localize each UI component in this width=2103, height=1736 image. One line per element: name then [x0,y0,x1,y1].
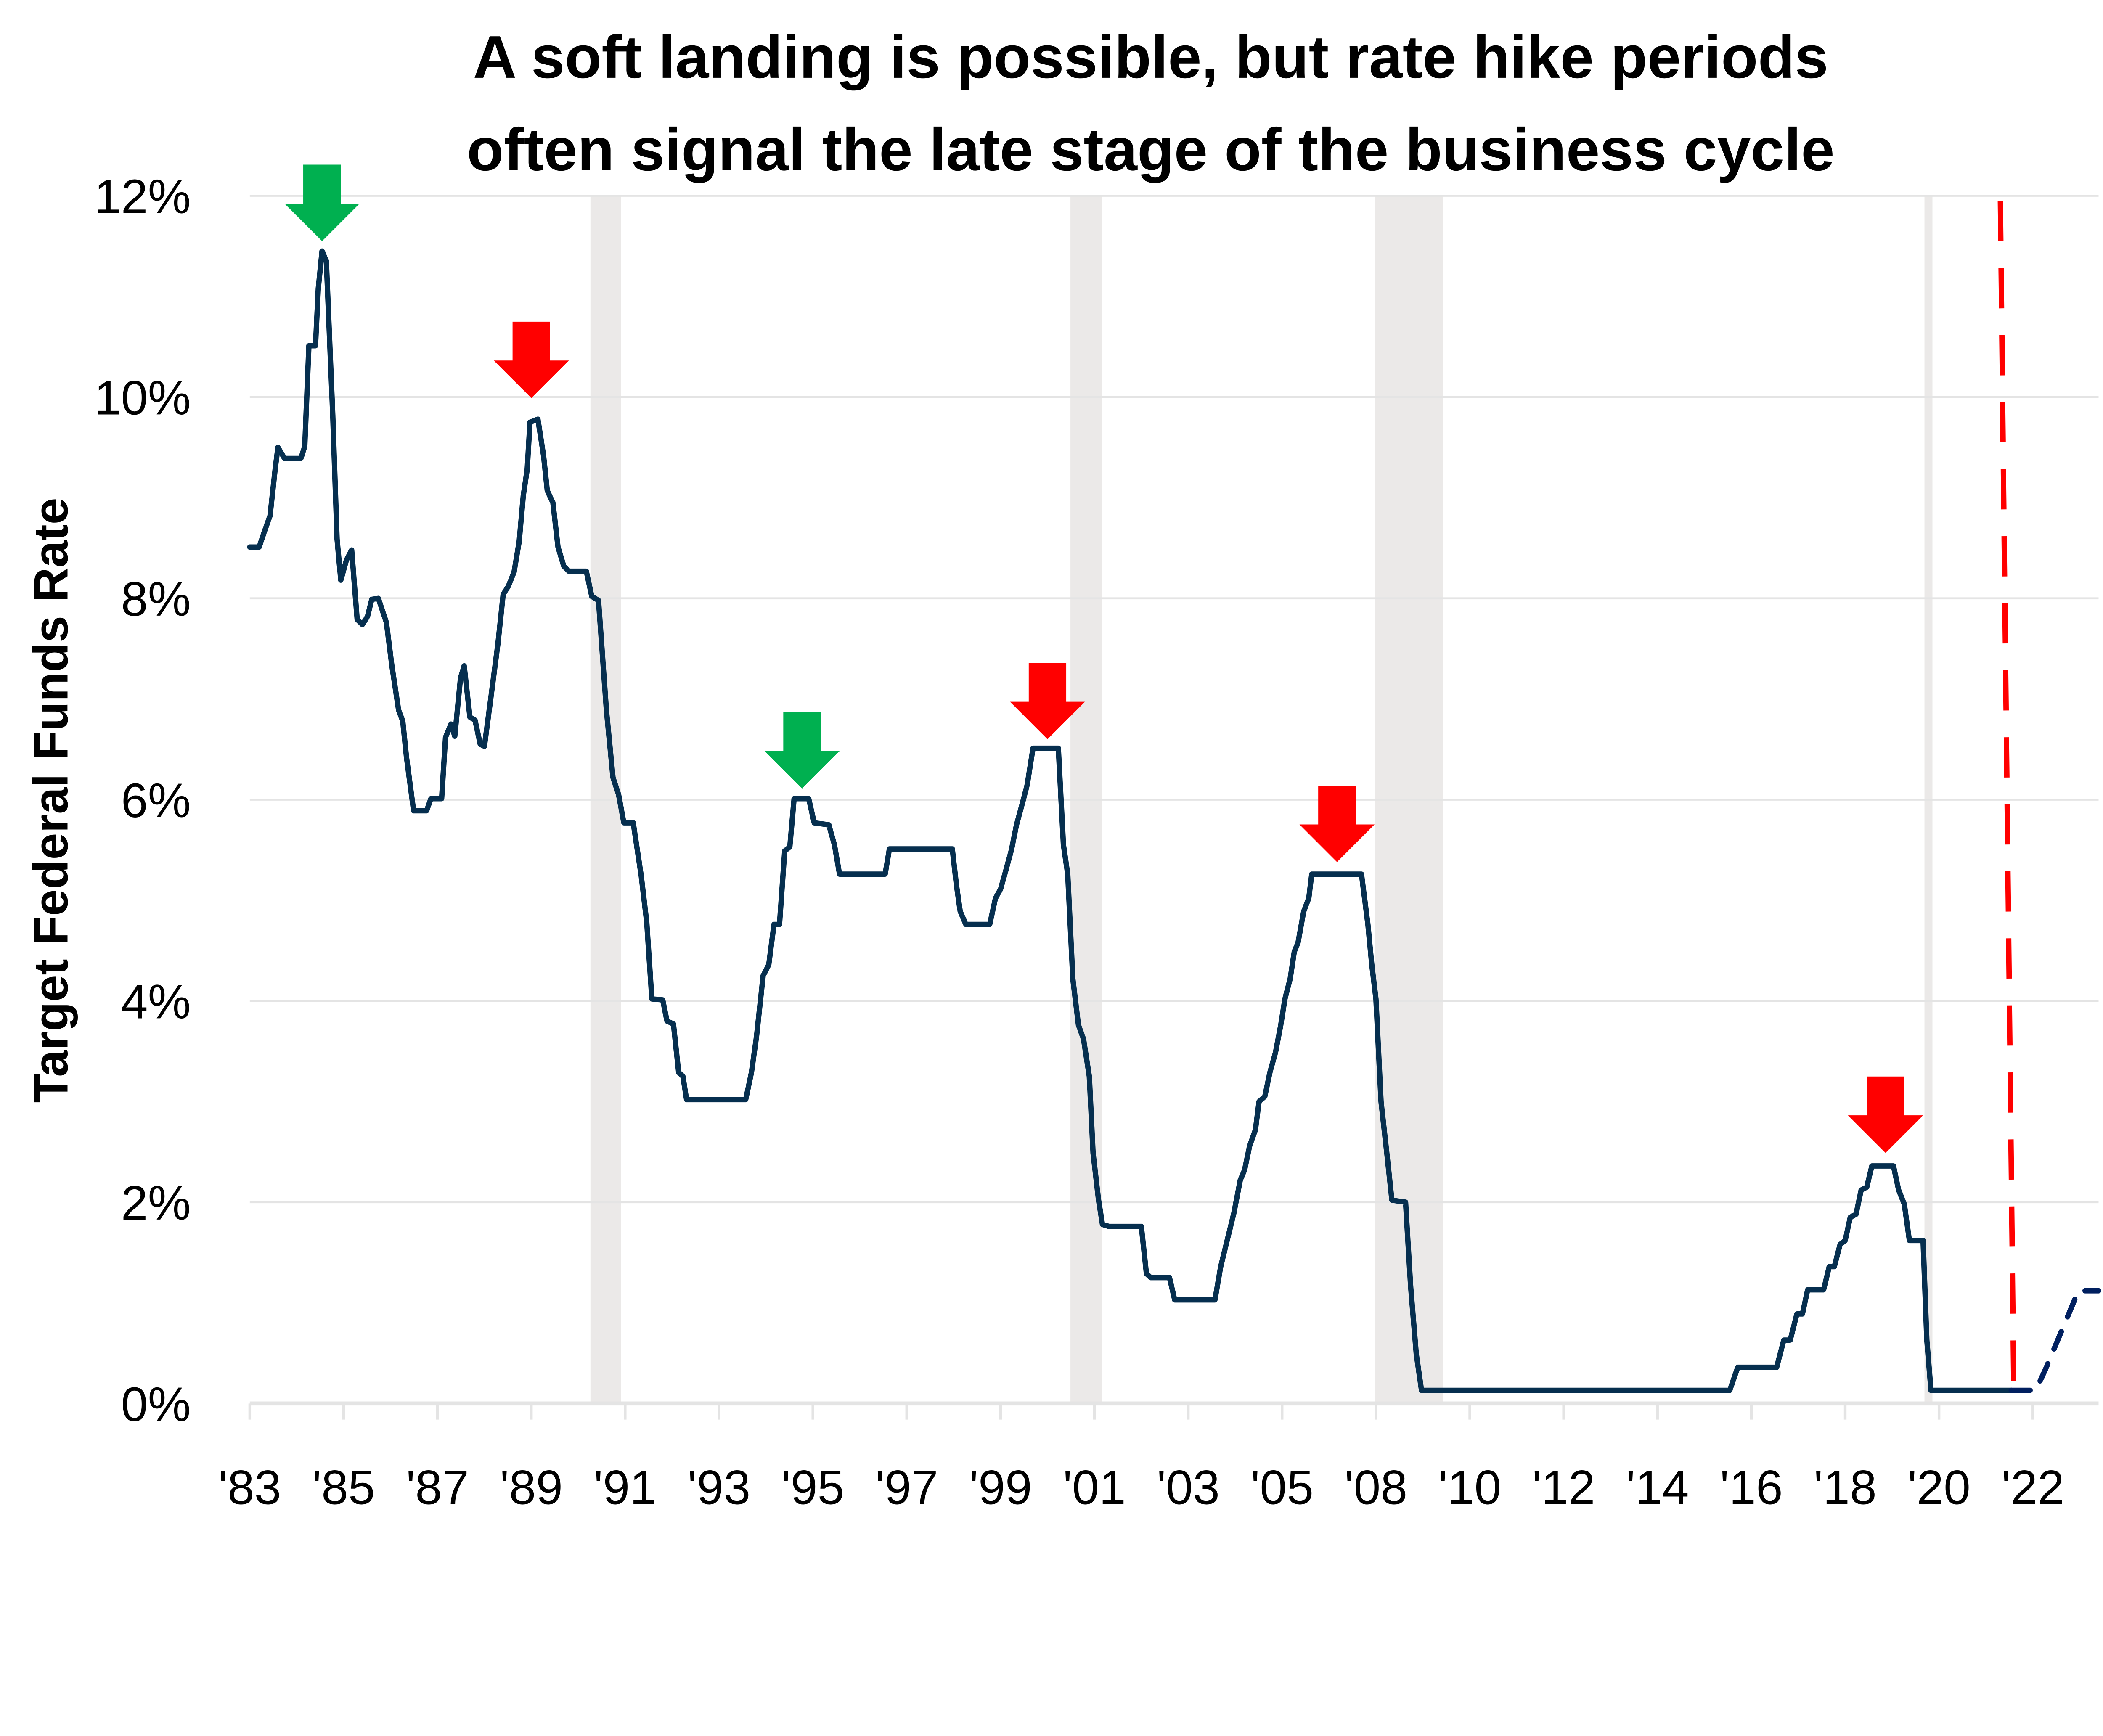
x-tick-label: '87 [406,1461,469,1514]
chart-title-line-1: A soft landing is possible, but rate hik… [473,24,1828,91]
chart-title-line-2: often signal the late stage of the busin… [467,116,1835,183]
x-tick-label: '91 [594,1461,657,1514]
x-tick-label: '01 [1063,1461,1126,1514]
projection-line [2008,1288,2101,1393]
fed-funds-rate-line [247,248,2014,1393]
x-tick-label: '08 [1345,1461,1408,1514]
x-tick-label: '12 [1532,1461,1595,1514]
y-tick-labels: 0% 2% 4% 6% 8% 10% 12% [94,170,191,1432]
x-tick-label: '05 [1250,1461,1314,1514]
x-tick-label: '14 [1626,1461,1689,1514]
x-tick-label: '18 [1814,1461,1877,1514]
x-tick-label: '16 [1720,1461,1783,1514]
series-lines [247,248,2101,1393]
gridlines [248,195,2099,1420]
x-tick-label: '95 [781,1461,845,1514]
y-tick-label: 6% [121,774,191,828]
x-tick-label: '85 [312,1461,375,1514]
red-down-arrow-icon [493,321,569,398]
x-tick-label: '83 [218,1461,281,1514]
x-tick-label: '99 [969,1461,1032,1514]
x-tick-label: '97 [875,1461,938,1514]
x-tick-labels: '83 '85 '87 '89 '91 '93 '95 '97 '99 '01 '03 '05 '08 '… [218,1461,2064,1514]
x-tick-label: '93 [688,1461,751,1514]
x-tick-label: '03 [1157,1461,1220,1514]
y-tick-label: 4% [121,975,191,1029]
red-dashed-marker-line [1997,201,2017,1391]
y-tick-label: 10% [94,371,191,425]
y-tick-label: 8% [121,572,191,626]
y-tick-label: 2% [121,1176,191,1230]
rate-chart: A soft landing is possible, but rate hik… [24,24,2101,1514]
x-tick-label: '10 [1438,1461,1502,1514]
x-tick-label: '22 [2001,1461,2064,1514]
y-tick-label: 0% [121,1378,191,1432]
arrows [284,164,1923,1153]
y-tick-label: 12% [94,170,191,224]
red-down-arrow-icon [1299,786,1375,862]
green-down-arrow-icon [764,712,840,789]
red-down-arrow-icon [1848,1076,1923,1153]
y-axis-label: Target Federal Funds Rate [24,498,78,1103]
green-down-arrow-icon [284,164,360,241]
vertical-marker [1997,201,2017,1391]
x-tick-label: '20 [1907,1461,1971,1514]
x-tick-label: '89 [500,1461,563,1514]
